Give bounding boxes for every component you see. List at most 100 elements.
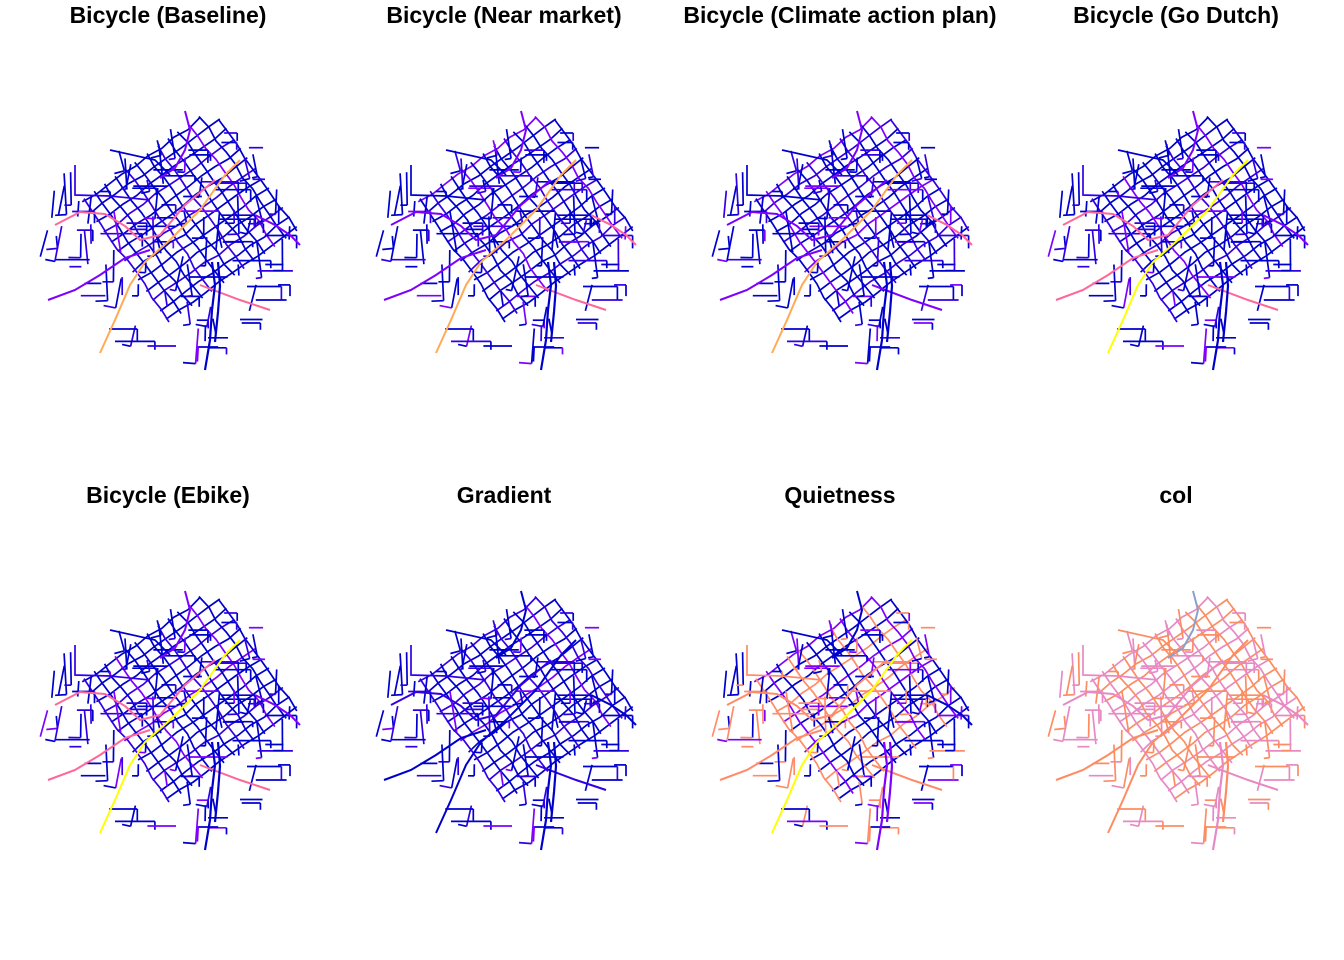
route-segment (1062, 659, 1224, 722)
route-segment (1101, 670, 1190, 794)
route-segment (412, 681, 416, 697)
route-segment (522, 264, 529, 296)
route-segment (1262, 195, 1272, 222)
route-segment (573, 744, 576, 756)
route-segment (252, 154, 259, 177)
route-segment (960, 706, 963, 720)
route-segment (1203, 803, 1216, 808)
route-segment (590, 195, 600, 222)
route-segment (584, 284, 593, 312)
route-segment (477, 670, 486, 675)
route-segment (1245, 264, 1248, 276)
route-segment (169, 608, 176, 639)
route-segment (1053, 738, 1064, 743)
route-segment (168, 637, 176, 641)
route-segment (1117, 629, 1179, 656)
route-segment (203, 741, 217, 851)
route-segment (57, 185, 66, 216)
route-segment (719, 249, 823, 301)
route-segment (837, 706, 970, 800)
route-segment (848, 611, 938, 735)
route-segment (718, 247, 730, 251)
panel-title: Quietness (784, 482, 896, 508)
route-segment (521, 774, 529, 778)
route-segment (113, 210, 122, 253)
route-segment (155, 714, 162, 734)
route-segment (390, 705, 399, 742)
route-segment (504, 157, 512, 161)
route-segment (109, 149, 171, 176)
route-segment (785, 690, 794, 733)
route-segment (923, 175, 930, 179)
route-segment (855, 637, 859, 653)
route-segment (174, 256, 184, 291)
route-segment (410, 165, 487, 201)
route-segment (69, 172, 73, 206)
route-segment (761, 598, 893, 695)
route-segment (815, 217, 827, 220)
route-segment (926, 195, 936, 222)
route-segment (375, 230, 385, 257)
route-segment (755, 710, 761, 745)
route-segment (759, 196, 765, 224)
route-segment (169, 768, 176, 772)
route-segment (841, 768, 848, 772)
route-segment (1163, 234, 1170, 254)
route-segment (542, 306, 548, 327)
route-segment (1128, 667, 1134, 671)
route-segment (806, 161, 897, 284)
route-segment (381, 258, 392, 263)
map-panel-gradient: Gradient (336, 480, 672, 960)
route-segment (960, 226, 963, 240)
route-segment (383, 729, 487, 781)
map-panel-near: Bicycle (Near market) (336, 0, 672, 480)
route-segment (775, 784, 788, 789)
route-segment (503, 618, 592, 742)
route-segment (866, 808, 872, 844)
route-segment (781, 629, 843, 656)
route-segment (1206, 177, 1211, 198)
route-segment (767, 299, 780, 303)
route-segment (113, 690, 122, 733)
route-segment (423, 196, 429, 224)
route-segment (1182, 736, 1192, 771)
route-segment (746, 165, 823, 201)
route-segment (198, 177, 203, 198)
route-segment (274, 189, 278, 215)
route-segment (767, 779, 780, 783)
route-segment (840, 157, 848, 161)
route-segment (909, 744, 912, 756)
route-segment (204, 237, 208, 266)
route-segment (144, 262, 147, 273)
route-segment (915, 637, 923, 659)
route-segment (591, 276, 598, 280)
route-segment (584, 764, 593, 792)
route-segment (946, 669, 950, 695)
route-segment (855, 157, 859, 173)
route-segment (1065, 665, 1074, 696)
route-segment (274, 669, 278, 695)
route-segment (870, 595, 959, 719)
route-segment (167, 618, 256, 742)
route-segment (786, 278, 795, 309)
route-segment (870, 657, 875, 678)
route-segment (1203, 323, 1216, 328)
route-segment (771, 159, 913, 354)
route-segment (532, 826, 536, 842)
route-segment (114, 169, 125, 175)
route-segment (46, 247, 58, 251)
route-segment (95, 299, 108, 303)
route-segment (391, 693, 403, 697)
route-segment (522, 744, 529, 776)
route-segment (888, 710, 895, 728)
route-segment (924, 154, 931, 177)
route-segment (549, 741, 558, 823)
route-segment (390, 225, 399, 262)
route-segment (251, 175, 258, 179)
route-segment (429, 670, 518, 794)
route-segment (386, 190, 392, 218)
route-segment (479, 217, 491, 220)
route-segment (946, 189, 950, 215)
route-segment (1282, 669, 1286, 695)
route-segment (588, 154, 595, 177)
